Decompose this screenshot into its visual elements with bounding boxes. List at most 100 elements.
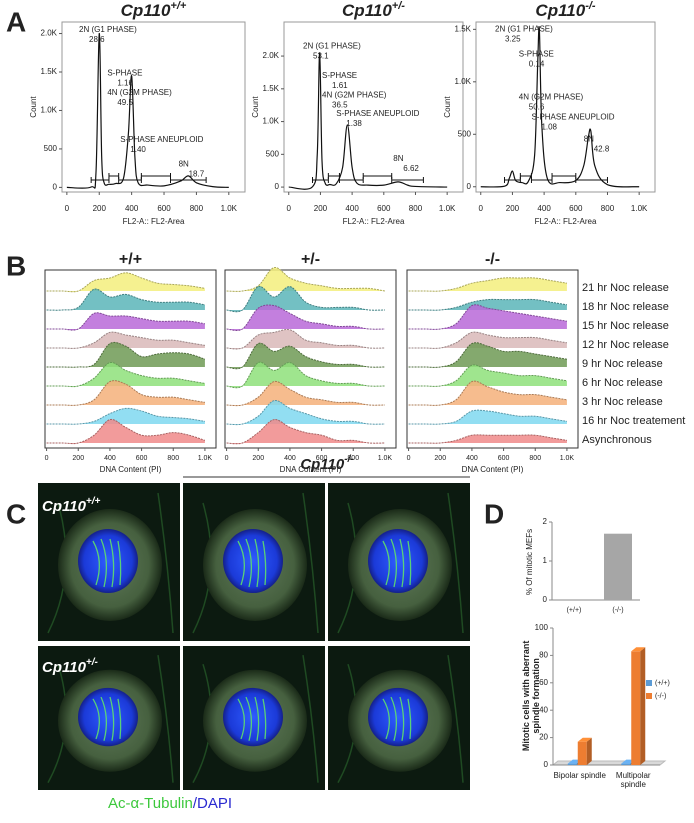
panel-label: A <box>6 6 26 37</box>
y-axis-label: Count <box>443 96 452 118</box>
plot-frame <box>475 21 656 193</box>
gene: Cp110 <box>342 1 392 20</box>
y-tick-label: 2.0K <box>263 51 280 60</box>
ridge-area <box>226 305 385 331</box>
gene: Cp110 <box>121 1 171 20</box>
ridge-area <box>46 380 205 406</box>
gate <box>362 173 393 179</box>
bar-front <box>621 763 631 765</box>
x-tick-label: Multipolar spindle <box>615 771 651 789</box>
x-tick-label: 400 <box>466 455 478 462</box>
ridge-area <box>408 332 567 349</box>
chart-title: Cp110-/- <box>535 0 595 20</box>
gate-label: S-PHASE ANEUPLOID <box>531 113 614 122</box>
chart-title: Cp110+/- <box>342 0 405 20</box>
x-tick-label: 800 <box>167 455 179 462</box>
ridge-line <box>408 380 567 406</box>
gate-value: 42.8 <box>594 145 610 154</box>
ridge-area <box>408 410 567 425</box>
ridge-area <box>46 362 205 387</box>
gate-label: 8N <box>179 159 189 168</box>
y-tick-label: 0 <box>275 182 280 191</box>
ridge-area <box>408 381 567 406</box>
x-tick-label: 0 <box>65 204 70 213</box>
gate <box>140 173 172 179</box>
y-axis-label: % Of mitotic MEFs <box>525 529 534 595</box>
panel-label: C <box>6 498 26 529</box>
x-tick-label: 200 <box>314 204 328 213</box>
y-tick-label: 1.5K <box>263 84 280 93</box>
x-tick-label: Bipolar spindle <box>553 771 606 780</box>
x-tick-label: 1.0K <box>378 455 393 462</box>
ridge-line <box>46 288 205 311</box>
plot-frame <box>283 21 464 193</box>
x-tick-label: 600 <box>316 455 328 462</box>
ridge-area <box>46 419 205 444</box>
ridge-line <box>46 272 205 293</box>
y-tick-label: 500 <box>266 149 280 158</box>
ridge-line <box>46 380 205 406</box>
gene: Cp110 <box>535 1 585 20</box>
ridge-line <box>226 285 385 313</box>
ridge-line <box>408 434 567 444</box>
y-axis-label: Count <box>251 96 260 118</box>
ridge-line <box>408 409 567 425</box>
bar-top <box>631 647 646 652</box>
ridge-area <box>408 364 567 387</box>
x-tick-label: 1.0K <box>631 204 648 213</box>
gate-label: 2N (G1 PHASE) <box>79 25 137 34</box>
y-tick-label: 500 <box>44 144 58 153</box>
x-tick-label: 400 <box>125 204 139 213</box>
gate-value: 1.38 <box>346 119 362 128</box>
x-tick-label: 1.0K <box>439 204 456 213</box>
genotype: +/+ <box>86 496 101 507</box>
y-tick-label: 1.0K <box>455 77 472 86</box>
gate-value: 1.08 <box>541 123 557 132</box>
y-tick-label: 2.0K <box>41 29 58 38</box>
gene: Cp110 <box>300 456 345 473</box>
ridge-area <box>408 342 567 368</box>
ridge-area <box>226 400 385 425</box>
micrograph <box>328 483 470 641</box>
x-tick-label: 800 <box>409 204 423 213</box>
row-label: 15 hr Noc release <box>582 320 669 332</box>
gate-value: 6.62 <box>403 164 419 173</box>
x-tick-label: (-/-) <box>612 607 623 614</box>
x-axis-label: FL2-A:: FL2-Area <box>535 217 597 226</box>
x-axis-label: DNA Content (PI) <box>280 465 342 474</box>
x-tick-label: 0 <box>407 455 411 462</box>
genotype: +/- <box>86 657 99 668</box>
y-tick-label: 1.0K <box>41 106 58 115</box>
histogram-curve <box>480 26 640 188</box>
y-tick-label: 60 <box>539 678 548 687</box>
x-tick-label: 800 <box>190 204 204 213</box>
x-tick-label: 400 <box>345 204 359 213</box>
ridge-line <box>46 331 205 349</box>
image-label: Cp110+/- <box>42 657 99 676</box>
ridge-area <box>408 299 567 311</box>
x-tick-label: 600 <box>498 455 510 462</box>
gate-label: 4N (G2M PHASE) <box>322 90 387 99</box>
x-tick-label: 600 <box>136 455 148 462</box>
y-tick-label: 0 <box>53 182 58 191</box>
x-tick-label: 400 <box>104 455 116 462</box>
ridge-area <box>408 304 567 330</box>
panel-title: +/- <box>301 251 320 268</box>
bar-front <box>631 651 641 765</box>
x-tick-label: 0 <box>45 455 49 462</box>
y-tick-label: 20 <box>539 733 548 742</box>
ridge-line <box>408 298 567 311</box>
ridge-line <box>226 329 385 350</box>
y-axis-label: Mitotic cells with aberrant spindle form… <box>521 640 541 752</box>
x-tick-label: (+/+) <box>567 607 582 614</box>
legend-swatch <box>646 680 652 686</box>
ridge-line <box>408 331 567 349</box>
row-label: Asynchronous <box>582 434 652 446</box>
gate-value: 3.25 <box>505 34 521 43</box>
y-tick-label: 0 <box>467 182 472 191</box>
gate <box>170 177 207 183</box>
y-tick-label: 500 <box>458 129 472 138</box>
gate <box>551 173 577 179</box>
caption: Ac-α-Tubulin/DAPI <box>108 795 232 812</box>
